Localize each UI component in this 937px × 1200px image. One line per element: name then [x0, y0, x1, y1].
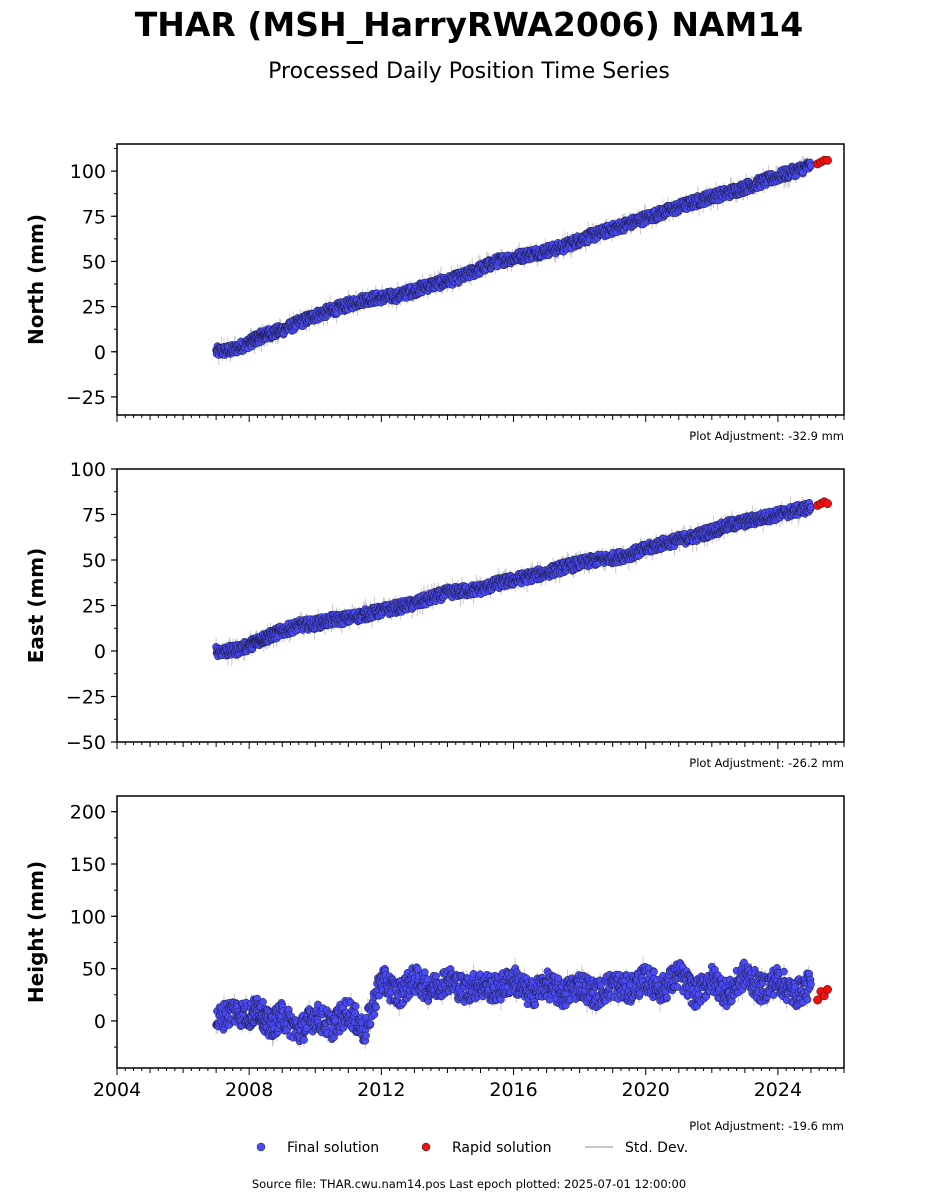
final-solution-point: [420, 968, 429, 977]
plot-area: [212, 956, 832, 1049]
final-solution-point: [351, 1009, 360, 1017]
final-solution-point: [259, 998, 267, 1006]
plot-area: [212, 496, 832, 666]
panel-1: −25 0 25 50 75 100 North (mm) Plot Adjustment: …: [24, 143, 845, 443]
y-tick-label: 0: [94, 641, 106, 663]
y-tick-label: 25: [82, 297, 106, 319]
chart-panels: −25 0 25 50 75 100 North (mm) Plot Adjustment: …: [24, 143, 845, 1133]
final-solution-point: [423, 975, 432, 984]
final-solution-point: [351, 1002, 360, 1011]
final-solution-point: [366, 1020, 375, 1028]
figure-title: THAR (MSH_HarryRWA2006) NAM14: [135, 5, 804, 44]
final-solution-point: [362, 1031, 370, 1040]
y-tick-label: −25: [66, 387, 106, 409]
plot-adjustment-label: Plot Adjustment: -32.9 mm: [689, 429, 844, 443]
panel-2: −50 −25 0 25 50 75 100 East (mm) Plot Adjustment…: [24, 459, 845, 770]
rapid-solution-point: [823, 499, 832, 509]
y-tick-label: 50: [82, 550, 106, 572]
y-axis-label: North (mm): [24, 214, 48, 345]
y-tick-label: 0: [94, 342, 106, 364]
figure-subtitle: Processed Daily Position Time Series: [268, 59, 670, 84]
final-solution-point: [300, 1036, 308, 1044]
y-tick-label: −25: [66, 687, 106, 709]
y-tick-label: 50: [82, 251, 106, 273]
final-solution-point: [370, 1010, 379, 1019]
y-tick-label: −50: [66, 732, 106, 754]
y-tick-label: 100: [70, 459, 106, 481]
y-tick-label: 75: [82, 206, 106, 228]
final-solution-point: [372, 1003, 380, 1012]
y-tick-label: 100: [70, 161, 106, 183]
y-axis-label: East (mm): [24, 548, 48, 664]
y-tick-label: 25: [82, 596, 106, 618]
final-solution-point: [314, 1000, 322, 1009]
plot-area: [212, 155, 832, 366]
axes-frame: [116, 468, 845, 743]
rapid-solution-point: [823, 155, 832, 165]
final-solution-point: [331, 1016, 340, 1025]
plot-adjustment-label: Plot Adjustment: -26.2 mm: [689, 756, 844, 770]
y-tick-label: 75: [82, 505, 106, 527]
